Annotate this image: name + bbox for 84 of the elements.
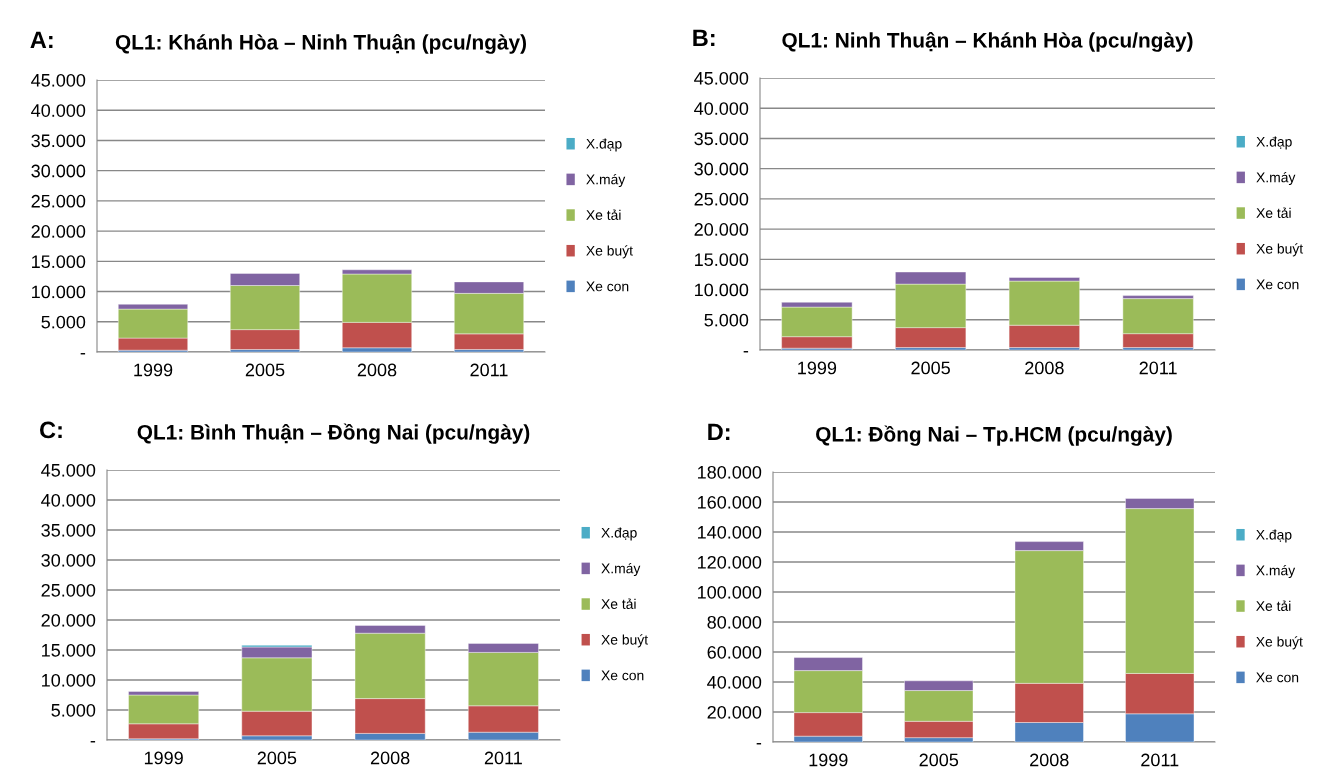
x-tick-label: 2008 bbox=[370, 751, 410, 765]
legend-label: Xe tải bbox=[601, 598, 636, 609]
y-tick-label: 10.000 bbox=[695, 283, 749, 297]
text: A: bbox=[30, 31, 53, 48]
y-tick-label: 30.000 bbox=[31, 164, 86, 178]
y-tick-label: - bbox=[743, 351, 749, 353]
y-tick-label: 45.000 bbox=[31, 73, 86, 87]
chart-title: QL1: Khánh Hòa – Ninh Thuận (pcu/ngày) bbox=[115, 33, 526, 54]
x-tick-label: 1999 bbox=[809, 753, 848, 767]
legend-label: X.đạp bbox=[601, 527, 637, 541]
x-tick-label: 2005 bbox=[911, 361, 950, 375]
text: D: bbox=[708, 423, 730, 441]
legend-label: Xe tải bbox=[1256, 600, 1291, 611]
legend-label: X.đạp bbox=[586, 138, 622, 152]
y-tick-label: 120.000 bbox=[698, 555, 762, 569]
y-tick-label: 5.000 bbox=[51, 703, 96, 717]
y-tick-label: 25.000 bbox=[694, 192, 749, 206]
legend-label: Xe buýt bbox=[601, 634, 648, 648]
legend-label: X.đạp bbox=[1256, 136, 1292, 150]
legend-label: Xe buýt bbox=[586, 245, 633, 259]
y-tick-label: 60.000 bbox=[707, 645, 762, 659]
y-tick-label: 20.000 bbox=[31, 225, 86, 238]
y-tick-label: 140.000 bbox=[698, 525, 762, 539]
y-tick-label: 15.000 bbox=[42, 643, 96, 657]
y-tick-label: 100.000 bbox=[698, 585, 762, 599]
y-tick-label: 35.000 bbox=[694, 132, 749, 146]
y-tick-label: 5.000 bbox=[41, 315, 86, 329]
y-tick-label: 15.000 bbox=[32, 255, 86, 269]
y-tick-label: 30.000 bbox=[41, 553, 96, 567]
legend-label: Xe buýt bbox=[1256, 636, 1303, 650]
legend-label: X.đạp bbox=[1256, 529, 1292, 543]
x-tick-label: 1999 bbox=[798, 361, 837, 375]
chart-title: QL1: Đồng Nai – Tp.HCM (pcu/ngày) bbox=[816, 425, 1172, 446]
y-tick-label: 20.000 bbox=[694, 223, 749, 236]
y-tick-label: 5.000 bbox=[704, 313, 749, 327]
legend-label: X.máy bbox=[601, 562, 641, 577]
text: B: bbox=[693, 29, 715, 46]
legend-label: Xe tải bbox=[1256, 207, 1291, 218]
x-tick-label: 2011 bbox=[1139, 361, 1177, 375]
y-tick-label: 15.000 bbox=[695, 253, 749, 267]
y-tick-label: 45.000 bbox=[41, 463, 96, 477]
x-tick-label: 2011 bbox=[470, 363, 508, 377]
y-tick-label: 160.000 bbox=[698, 495, 762, 509]
y-tick-label: 35.000 bbox=[41, 523, 96, 537]
x-tick-label: 2008 bbox=[357, 363, 397, 377]
text: C: bbox=[40, 421, 62, 439]
y-tick-label: 40.000 bbox=[694, 102, 749, 115]
y-tick-label: 20.000 bbox=[41, 613, 96, 627]
y-tick-label: 10.000 bbox=[32, 285, 86, 299]
legend-label: X.máy bbox=[1256, 171, 1296, 186]
legend-label: Xe con bbox=[1256, 672, 1299, 683]
y-tick-label: 30.000 bbox=[694, 162, 749, 176]
x-tick-label: 2005 bbox=[245, 363, 285, 377]
y-tick-label: 20.000 bbox=[707, 705, 762, 719]
chart-title: QL1: Ninh Thuận – Khánh Hòa (pcu/ngày) bbox=[782, 31, 1193, 52]
y-tick-label: 45.000 bbox=[694, 71, 749, 85]
y-tick-label: - bbox=[756, 743, 762, 745]
y-tick-label: 35.000 bbox=[31, 134, 86, 148]
legend-label: Xe con bbox=[1256, 279, 1299, 290]
x-tick-label: 2005 bbox=[919, 753, 959, 767]
y-tick-label: - bbox=[80, 353, 86, 355]
legend-label: Xe buýt bbox=[1256, 243, 1304, 257]
x-tick-label: 1999 bbox=[134, 363, 173, 377]
chart-title: QL1: Bình Thuận – Đồng Nai (pcu/ngày) bbox=[137, 423, 530, 444]
x-tick-label: 2011 bbox=[484, 751, 522, 765]
y-tick-label: 40.000 bbox=[31, 104, 86, 117]
legend-label: Xe con bbox=[601, 670, 644, 681]
y-tick-label: 80.000 bbox=[707, 615, 762, 629]
legend-label: Xe tải bbox=[586, 209, 621, 220]
x-tick-label: 2008 bbox=[1025, 361, 1064, 375]
legend-label: X.máy bbox=[586, 173, 626, 188]
legend-label: X.máy bbox=[1256, 564, 1296, 579]
x-tick-label: 2011 bbox=[1141, 753, 1179, 767]
y-tick-label: 25.000 bbox=[31, 194, 86, 208]
y-tick-label: - bbox=[90, 741, 96, 743]
x-tick-label: 1999 bbox=[144, 751, 183, 765]
y-tick-label: 180.000 bbox=[698, 465, 762, 479]
y-tick-label: 10.000 bbox=[42, 673, 96, 687]
x-tick-label: 2005 bbox=[257, 751, 297, 765]
y-tick-label: 40.000 bbox=[41, 493, 96, 507]
x-tick-label: 2008 bbox=[1030, 753, 1069, 767]
y-tick-label: 40.000 bbox=[707, 675, 762, 689]
y-tick-label: 25.000 bbox=[41, 583, 96, 597]
legend-label: Xe con bbox=[586, 281, 629, 292]
